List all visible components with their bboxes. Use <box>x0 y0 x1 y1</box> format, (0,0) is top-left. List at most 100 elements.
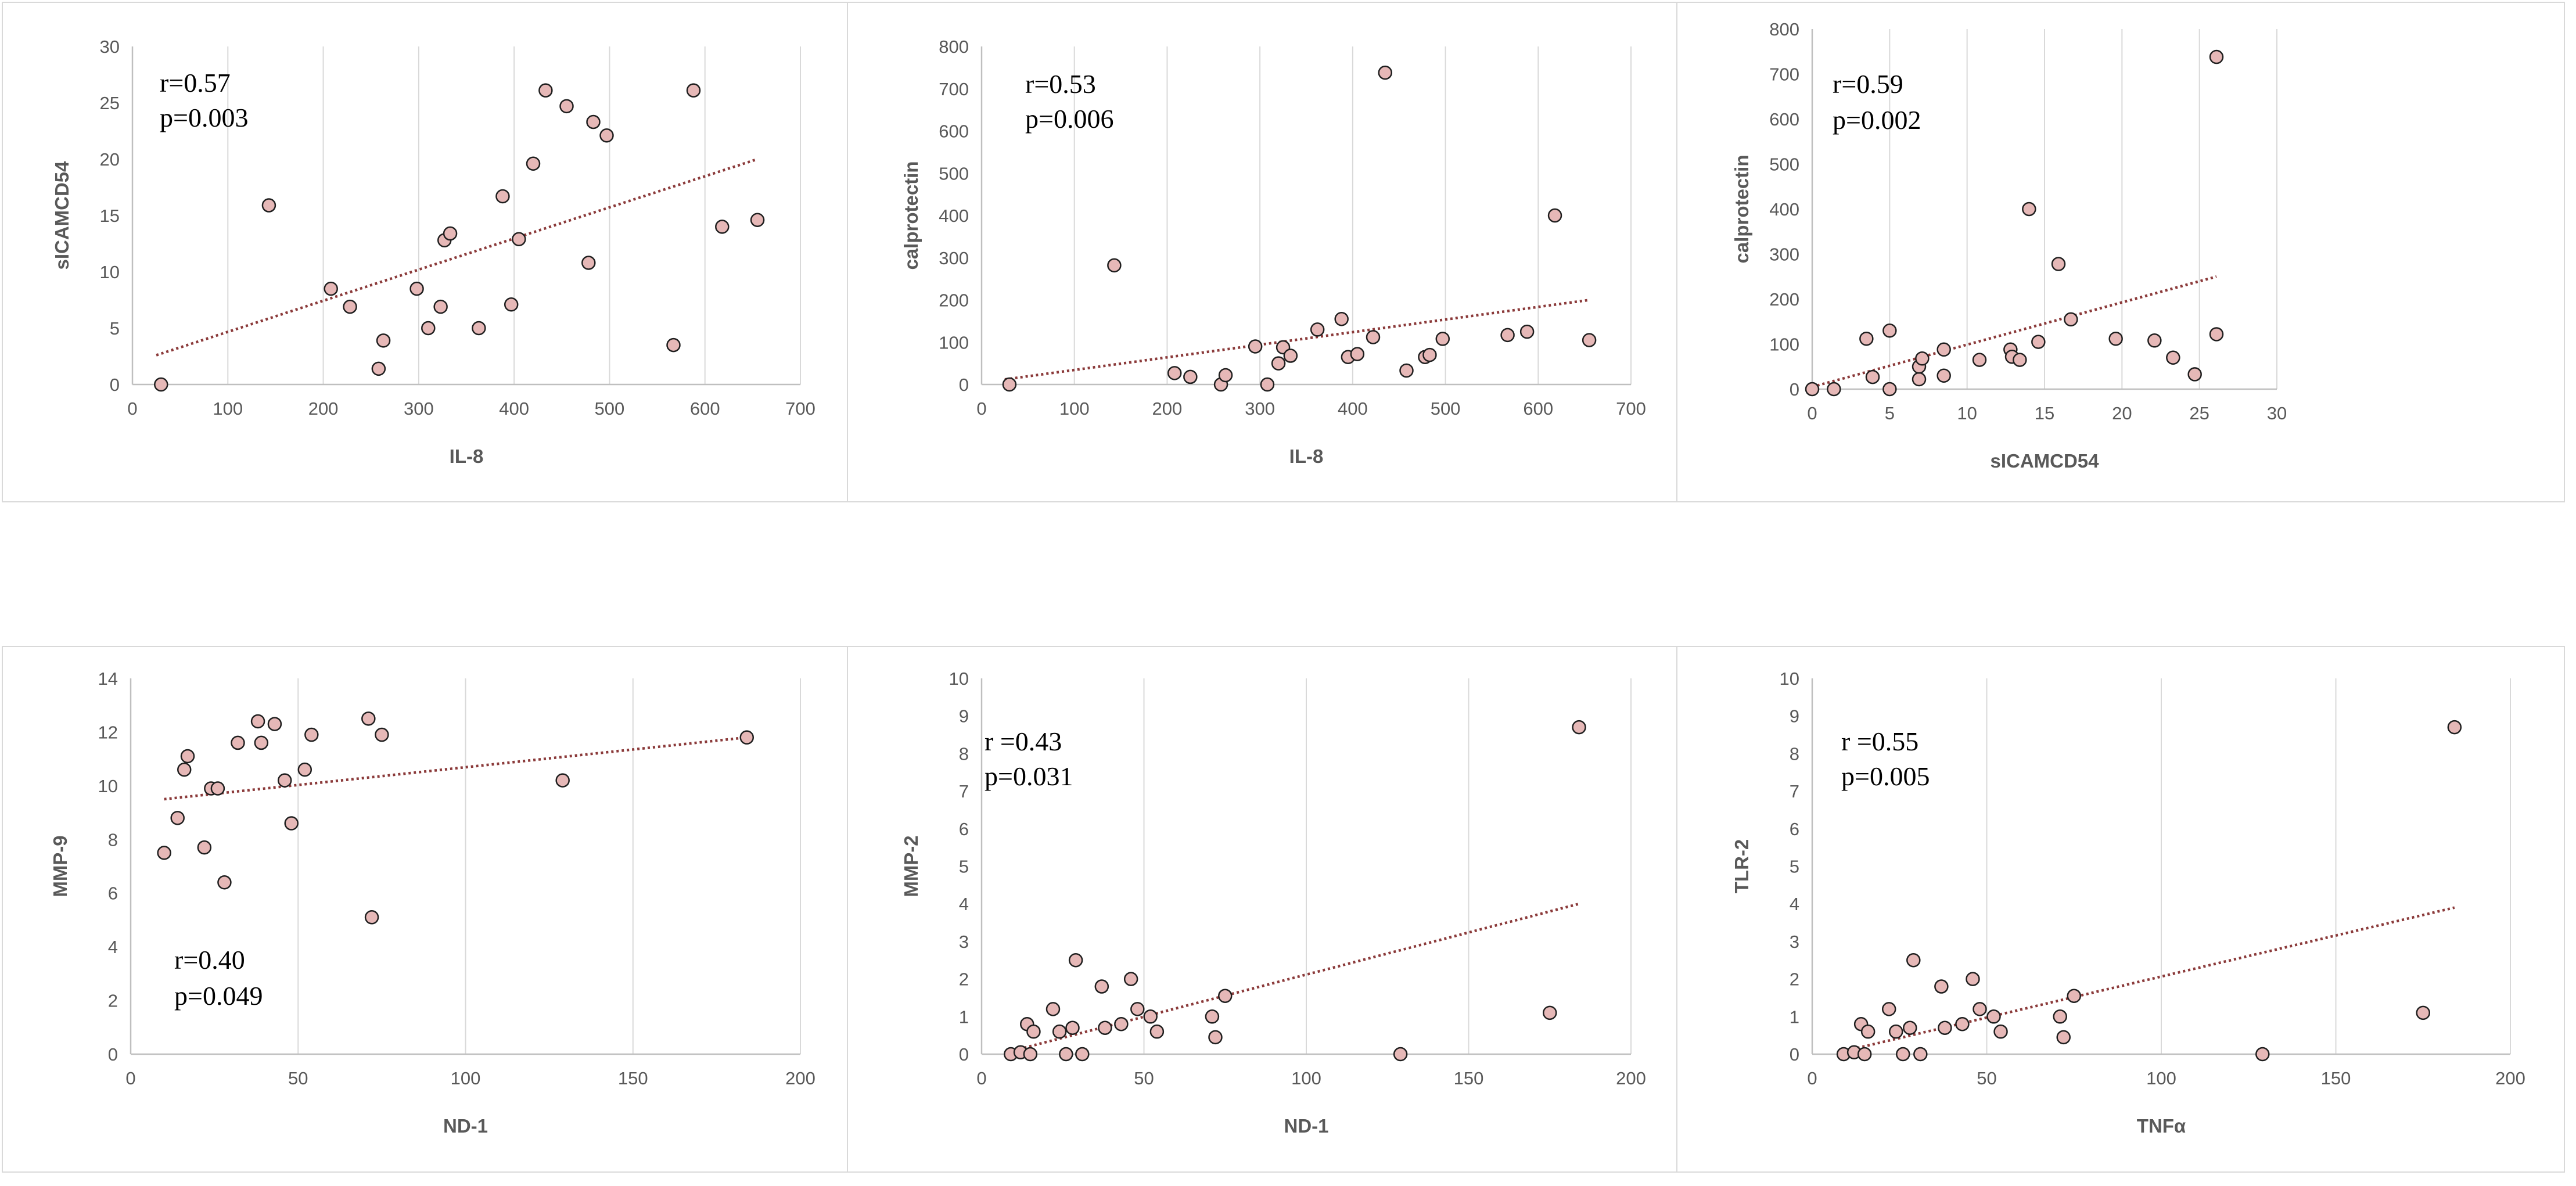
y-tick-label: 400 <box>939 206 969 226</box>
y-axis-label: MMP-9 <box>49 835 71 897</box>
data-point <box>1378 65 1393 80</box>
x-tick-label: 150 <box>2321 1068 2351 1088</box>
data-point <box>1052 1024 1067 1039</box>
stat-p: p=0.049 <box>174 981 263 1011</box>
y-tick-label: 2 <box>959 969 969 990</box>
data-point <box>1973 1002 1987 1016</box>
data-point <box>1938 1020 1952 1035</box>
x-tick-label: 50 <box>1977 1068 1996 1088</box>
data-point <box>1934 979 1949 994</box>
chart-5: 0 50 100 150 200 0 1 2 3 4 5 6 7 8 9 10 ND-1 MMP-2 r =0.43… <box>847 646 1677 1173</box>
stat-r: r =0.43 <box>985 727 1062 756</box>
y-tick-label: 5 <box>1790 857 1799 877</box>
data-point <box>1993 1024 2008 1039</box>
data-point <box>526 156 541 171</box>
data-point <box>277 773 292 788</box>
data-point <box>1260 377 1275 392</box>
data-point <box>304 727 319 742</box>
data-point <box>343 299 357 314</box>
x-tick-label: 0 <box>1807 1068 1817 1088</box>
y-tick-label: 1 <box>959 1007 969 1027</box>
data-point <box>1906 953 1921 968</box>
data-point <box>2022 202 2036 217</box>
stat-r: r=0.40 <box>174 945 245 975</box>
y-axis-label: TLR-2 <box>1731 839 1752 894</box>
data-point <box>1582 333 1597 347</box>
data-point <box>1519 324 1535 339</box>
x-tick-label: 200 <box>1152 398 1183 419</box>
data-point <box>180 749 195 764</box>
data-point <box>1143 1009 1158 1024</box>
y-tick-label: 0 <box>108 1044 118 1065</box>
data-point <box>1882 324 1897 338</box>
y-tick-label: 9 <box>1790 706 1799 727</box>
stat-r: r=0.59 <box>1833 69 1903 99</box>
x-tick-label: 700 <box>785 398 815 419</box>
chart-1: 0 100 200 300 400 500 600 700 0 5 10 15 20 25 30 IL-8 sI… <box>2 2 848 502</box>
data-point <box>538 83 553 98</box>
x-tick-label: 25 <box>2189 403 2209 423</box>
data-point <box>1271 356 1286 371</box>
data-point <box>2053 1009 2067 1024</box>
stat-p: p=0.003 <box>160 103 248 132</box>
y-tick-label: 500 <box>939 163 969 184</box>
data-point <box>1543 1005 1557 1020</box>
x-tick-label: 100 <box>1291 1068 1321 1088</box>
data-point <box>170 811 185 825</box>
y-tick-label: 8 <box>959 743 969 764</box>
data-point <box>1972 353 1987 367</box>
data-point <box>1859 331 1874 346</box>
data-point <box>1966 972 1980 986</box>
data-point <box>177 762 192 777</box>
y-tick-label: 0 <box>959 1044 969 1065</box>
x-tick-label: 0 <box>976 398 986 419</box>
data-point <box>2056 1030 2071 1045</box>
data-point <box>2187 367 2202 382</box>
data-point <box>1094 979 1109 994</box>
y-tick-label: 0 <box>110 375 120 395</box>
data-point <box>1366 330 1381 344</box>
data-point <box>1205 1009 1220 1024</box>
y-tick-label: 10 <box>1780 669 1799 689</box>
data-point <box>1986 1009 2001 1024</box>
stat-r: r=0.53 <box>1025 69 1096 99</box>
x-tick-label: 600 <box>690 398 720 419</box>
data-point <box>2416 1005 2430 1020</box>
data-point <box>1915 351 1930 366</box>
y-tick-label: 4 <box>108 937 118 957</box>
y-tick-label: 4 <box>959 894 969 914</box>
x-tick-label: 500 <box>595 398 625 419</box>
data-point <box>254 735 269 750</box>
data-point <box>1248 339 1263 354</box>
data-point <box>2067 989 2081 1003</box>
data-point <box>1107 258 1122 273</box>
data-point <box>1065 1020 1080 1035</box>
data-point <box>2166 350 2180 365</box>
y-tick-label: 3 <box>959 932 969 952</box>
y-tick-label: 3 <box>1790 932 1799 952</box>
data-point <box>231 735 245 750</box>
y-tick-label: 0 <box>959 375 969 395</box>
data-point <box>443 226 458 241</box>
x-tick-label: 200 <box>308 398 339 419</box>
data-point <box>157 846 171 860</box>
x-tick-label: 15 <box>2035 403 2054 423</box>
x-tick-label: 100 <box>451 1068 481 1088</box>
y-tick-label: 0 <box>1790 1044 1799 1065</box>
data-point <box>715 220 730 234</box>
y-tick-label: 10 <box>98 776 118 796</box>
data-point <box>750 213 765 228</box>
data-point <box>1903 1020 1917 1035</box>
x-axis-label: ND-1 <box>1284 1115 1328 1137</box>
y-tick-label: 200 <box>1769 289 1799 310</box>
y-tick-label: 700 <box>939 79 969 99</box>
data-point <box>1881 1002 1896 1016</box>
x-tick-label: 100 <box>213 398 243 419</box>
data-point <box>599 128 614 143</box>
y-tick-label: 200 <box>939 290 969 311</box>
data-point <box>361 711 376 726</box>
data-point <box>1393 1047 1408 1062</box>
trendline <box>156 157 758 357</box>
data-point <box>1334 311 1349 326</box>
y-tick-label: 25 <box>100 93 120 113</box>
